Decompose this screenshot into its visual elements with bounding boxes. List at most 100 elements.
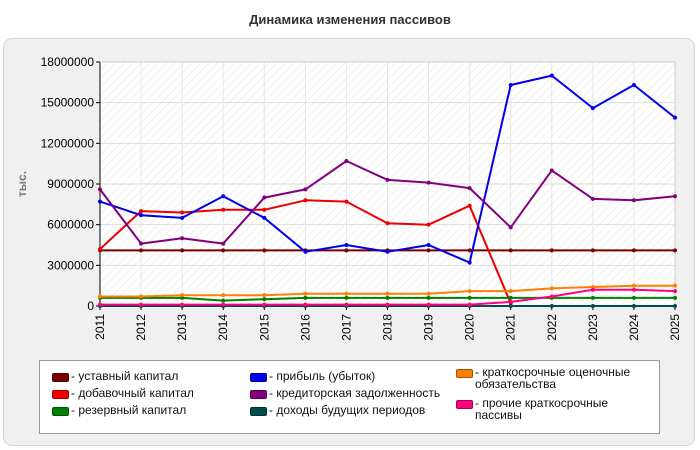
x-tick-label: 2015 (257, 314, 271, 341)
data-point (673, 248, 677, 253)
data-point (631, 198, 636, 203)
data-point (98, 294, 102, 299)
data-point (98, 199, 102, 204)
data-point (467, 289, 472, 294)
legend-label: - кредиторская задолженность (269, 386, 441, 400)
data-point (508, 304, 513, 308)
data-point (180, 302, 185, 307)
legend-label: - добавочный капитал (71, 386, 194, 400)
data-point (262, 207, 267, 212)
x-tick-label: 2022 (545, 314, 559, 341)
data-point (549, 294, 554, 299)
y-tick-label: 9000000 (47, 177, 94, 191)
data-point (467, 302, 472, 307)
data-point (590, 248, 595, 253)
data-point (262, 215, 267, 220)
data-point (98, 302, 102, 307)
legend-swatch (250, 407, 267, 416)
data-point (139, 213, 144, 218)
x-tick-label: 2014 (216, 314, 230, 341)
legend-label: - доходы будущих периодов (269, 403, 426, 417)
legend-swatch (456, 369, 473, 378)
data-point (344, 302, 349, 307)
data-point (303, 291, 308, 296)
x-tick-label: 2013 (175, 314, 189, 341)
legend-label: - краткосрочные оценочные обязательства (475, 365, 631, 391)
data-point (426, 248, 431, 253)
data-point (139, 209, 144, 214)
data-point (344, 295, 349, 300)
legend-item: - резервный капитал (52, 404, 186, 416)
data-point (631, 304, 636, 308)
data-point (385, 295, 390, 300)
data-point (344, 199, 349, 204)
data-point (508, 289, 513, 294)
data-point (221, 194, 226, 199)
data-point (631, 248, 636, 253)
x-tick-label: 2020 (463, 314, 477, 341)
data-point (344, 158, 349, 163)
data-point (549, 248, 554, 253)
legend: - уставный капитал - добавочный капитал - … (39, 360, 660, 434)
data-point (139, 241, 144, 246)
data-point (549, 168, 554, 173)
x-tick-label: 2019 (422, 314, 436, 341)
data-point (180, 248, 185, 253)
data-point (631, 83, 636, 88)
data-point (262, 297, 267, 302)
legend-swatch (250, 373, 267, 382)
y-axis-label: тыс. (15, 171, 29, 197)
legend-item: - краткосрочные оценочные обязательства (456, 366, 651, 390)
data-point (98, 247, 102, 252)
data-point (344, 291, 349, 296)
data-point (426, 243, 431, 247)
y-tick-label: 0 (87, 299, 94, 313)
data-point (180, 210, 185, 215)
data-point (262, 302, 267, 307)
data-point (508, 248, 513, 253)
data-point (631, 295, 636, 300)
data-point (426, 291, 431, 296)
data-point (221, 241, 226, 246)
data-point (180, 236, 185, 241)
x-tick-label: 2016 (298, 314, 312, 341)
data-point (221, 298, 226, 303)
data-point (549, 73, 554, 78)
x-tick-label: 2023 (586, 314, 600, 341)
data-point (467, 295, 472, 300)
data-point (467, 248, 472, 253)
data-point (590, 106, 595, 111)
data-point (590, 295, 595, 300)
data-point (180, 293, 185, 298)
data-point (631, 287, 636, 292)
data-point (549, 286, 554, 291)
data-point (673, 304, 677, 308)
data-point (549, 304, 554, 308)
data-point (303, 295, 308, 300)
data-point (262, 293, 267, 298)
x-tick-label: 2024 (627, 314, 641, 341)
legend-item: - доходы будущих периодов (250, 404, 425, 416)
y-tick-label: 15000000 (41, 96, 95, 110)
data-point (262, 195, 267, 200)
x-tick-label: 2021 (504, 314, 518, 341)
y-tick-label: 6000000 (47, 218, 94, 232)
data-point (426, 222, 431, 227)
data-point (303, 187, 308, 192)
legend-swatch (52, 407, 69, 416)
data-point (303, 302, 308, 307)
legend-swatch (250, 390, 267, 399)
legend-label: - прочие краткосрочные пассивы (475, 396, 609, 422)
data-point (303, 198, 308, 203)
data-point (631, 283, 636, 288)
x-tick-label: 2025 (668, 314, 682, 341)
data-point (344, 248, 349, 253)
legend-label: - прибыль (убыток) (269, 369, 376, 383)
data-point (344, 243, 349, 247)
data-point (426, 295, 431, 300)
y-tick-label: 3000000 (47, 258, 94, 272)
legend-swatch (52, 390, 69, 399)
data-point (590, 287, 595, 292)
y-tick-label: 12000000 (41, 136, 95, 150)
